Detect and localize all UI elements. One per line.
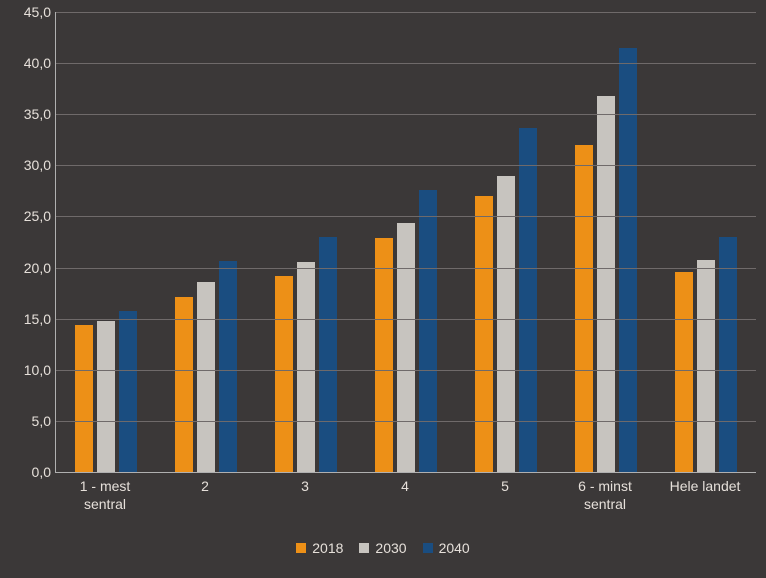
x-tick-label: 5 <box>501 478 509 496</box>
bar <box>197 282 215 472</box>
bar <box>319 237 337 472</box>
bar-group <box>675 237 737 472</box>
legend-item: 2030 <box>359 540 406 556</box>
plot-area <box>55 12 756 473</box>
bar <box>575 145 593 472</box>
bar <box>697 260 715 472</box>
bar <box>275 276 293 472</box>
x-tick-label: 3 <box>301 478 309 496</box>
bars-layer <box>56 12 756 472</box>
y-tick-label: 10,0 <box>11 362 51 378</box>
bar <box>419 190 437 472</box>
legend: 2018 2030 2040 <box>0 540 766 556</box>
legend-item: 2018 <box>296 540 343 556</box>
grid-line <box>56 165 756 166</box>
bar <box>75 325 93 472</box>
grid-line <box>56 63 756 64</box>
bar-group <box>375 190 437 472</box>
legend-item: 2040 <box>423 540 470 556</box>
legend-label: 2040 <box>439 540 470 556</box>
bar <box>97 321 115 472</box>
y-tick-label: 0,0 <box>11 464 51 480</box>
x-tick-label: 2 <box>201 478 209 496</box>
x-tick-label: 4 <box>401 478 409 496</box>
bar <box>119 311 137 473</box>
x-tick-label: 1 - mest sentral <box>80 478 131 513</box>
y-tick-label: 15,0 <box>11 311 51 327</box>
y-tick-label: 25,0 <box>11 208 51 224</box>
bar <box>397 223 415 472</box>
bar <box>375 238 393 472</box>
legend-swatch <box>296 543 306 553</box>
bar-group <box>175 261 237 472</box>
legend-swatch <box>359 543 369 553</box>
bar <box>297 262 315 472</box>
bar <box>475 196 493 472</box>
bar-group <box>275 237 337 472</box>
bar <box>619 48 637 472</box>
x-tick-label: 6 - minst sentral <box>578 478 632 513</box>
grid-line <box>56 370 756 371</box>
bar <box>675 272 693 472</box>
grid-line <box>56 216 756 217</box>
y-tick-label: 30,0 <box>11 157 51 173</box>
bar <box>719 237 737 472</box>
bar <box>219 261 237 472</box>
grid-line <box>56 319 756 320</box>
grid-line <box>56 114 756 115</box>
bar <box>175 297 193 472</box>
x-tick-label: Hele landet <box>670 478 741 496</box>
y-tick-label: 40,0 <box>11 55 51 71</box>
y-tick-label: 20,0 <box>11 260 51 276</box>
chart-container: 0,0 5,0 10,0 15,0 20,0 25,0 30,0 35,0 40,0 45,0 1… <box>0 0 766 578</box>
y-tick-label: 35,0 <box>11 106 51 122</box>
bar <box>597 96 615 472</box>
bar-group <box>75 311 137 473</box>
bar-group <box>575 48 637 472</box>
bar <box>497 176 515 472</box>
grid-line <box>56 268 756 269</box>
grid-line <box>56 12 756 13</box>
legend-label: 2030 <box>375 540 406 556</box>
legend-label: 2018 <box>312 540 343 556</box>
y-tick-label: 5,0 <box>11 413 51 429</box>
y-tick-label: 45,0 <box>11 4 51 20</box>
legend-swatch <box>423 543 433 553</box>
grid-line <box>56 421 756 422</box>
